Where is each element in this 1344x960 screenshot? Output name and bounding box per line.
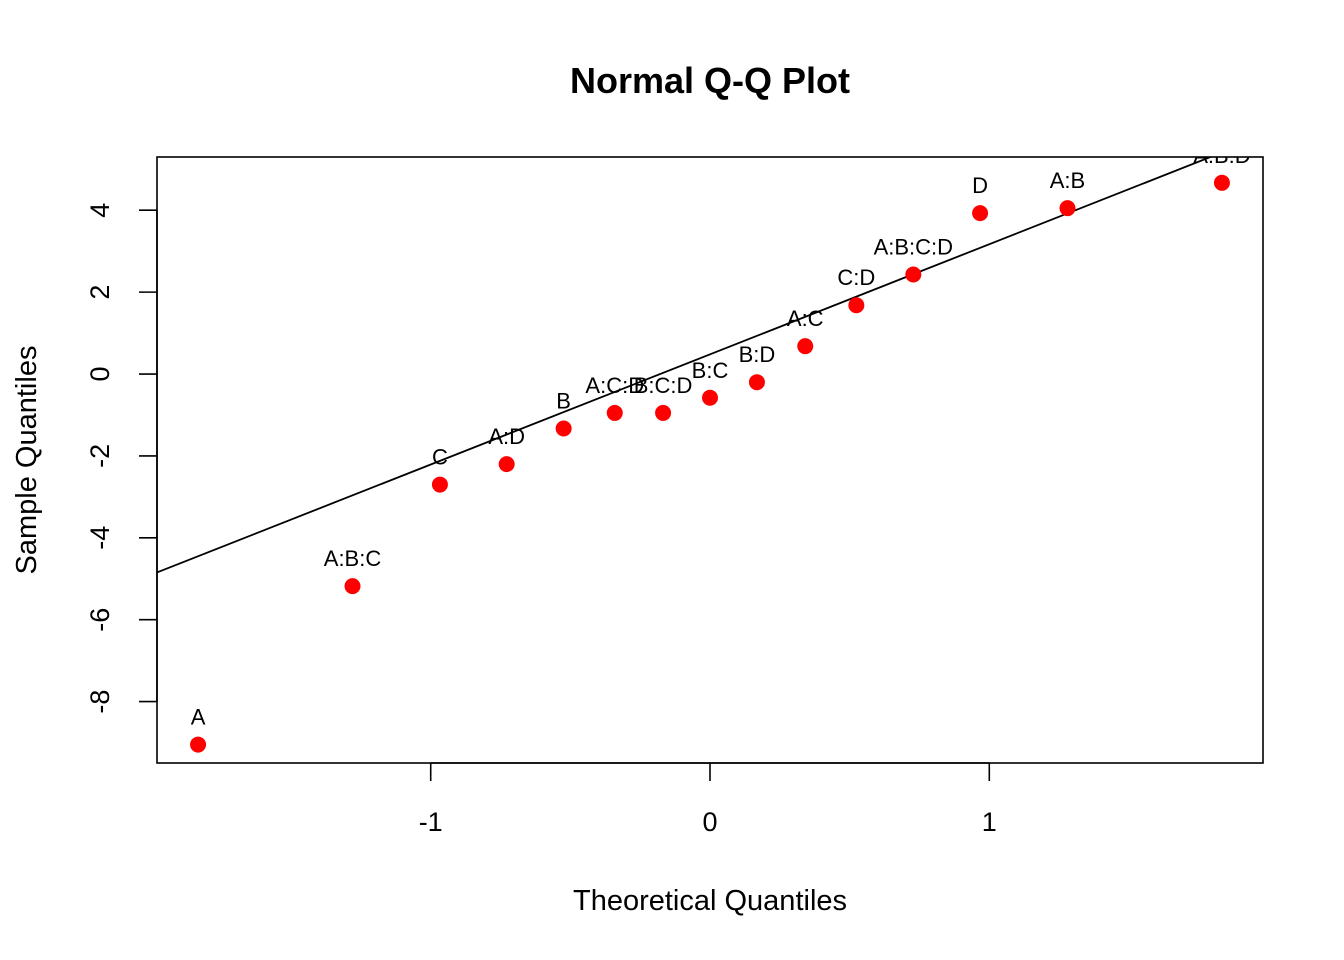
point-label: C — [432, 445, 448, 470]
point-label: D — [972, 173, 988, 198]
point-label: A:C — [787, 306, 824, 331]
y-tick-label: 2 — [85, 285, 115, 300]
reference-line — [157, 157, 1213, 574]
data-point — [190, 736, 207, 753]
point-label: C:D — [837, 265, 875, 290]
point-label: A:D — [488, 424, 525, 449]
point-label: A — [191, 705, 206, 730]
reference-line-group — [157, 157, 1213, 574]
x-axis: -1 0 1 — [419, 762, 997, 837]
data-point — [606, 404, 623, 421]
data-point — [797, 338, 814, 355]
point-label: B — [556, 388, 571, 413]
chart-title: Normal Q-Q Plot — [570, 60, 850, 101]
data-point — [1059, 200, 1076, 217]
data-points — [190, 174, 1230, 753]
data-point — [344, 578, 361, 595]
data-point — [972, 205, 989, 222]
x-tick-label: 0 — [702, 807, 717, 837]
data-point — [748, 374, 765, 391]
y-tick-label: 4 — [85, 203, 115, 218]
y-tick-label: -6 — [85, 608, 115, 632]
y-axis-label: Sample Quantiles — [11, 346, 43, 575]
point-label: A:B:D — [1193, 143, 1250, 168]
data-point — [655, 404, 672, 421]
y-tick-label: -8 — [85, 690, 115, 714]
data-point — [905, 266, 922, 283]
x-tick-label: -1 — [419, 807, 443, 837]
x-axis-label: Theoretical Quantiles — [573, 885, 847, 917]
point-label: B:C — [692, 358, 729, 383]
data-point — [555, 420, 572, 437]
point-label: B:D — [739, 342, 776, 367]
y-axis: -8 -6 -4 -2 0 2 4 — [85, 203, 158, 714]
data-point — [848, 297, 865, 314]
y-tick-label: 0 — [85, 366, 115, 381]
plot-frame — [156, 156, 1264, 764]
point-labels: A A:B:C C A:D B A:C:DB:C:DB:C B:D A:C C:D A:B:C:D… — [191, 143, 1251, 730]
point-label: B:C:D — [634, 373, 693, 398]
data-point — [702, 389, 718, 406]
data-point — [498, 456, 515, 473]
point-label: A:B:C:D — [874, 235, 953, 260]
point-label: A:B:C — [324, 546, 382, 571]
y-tick-label: -2 — [85, 444, 115, 468]
point-label: A:C:D — [585, 373, 644, 398]
x-tick-label: 1 — [982, 807, 997, 837]
point-label: A:B — [1050, 168, 1085, 193]
data-point — [431, 476, 448, 493]
data-point — [1213, 174, 1230, 191]
y-tick-label: -4 — [85, 526, 115, 550]
